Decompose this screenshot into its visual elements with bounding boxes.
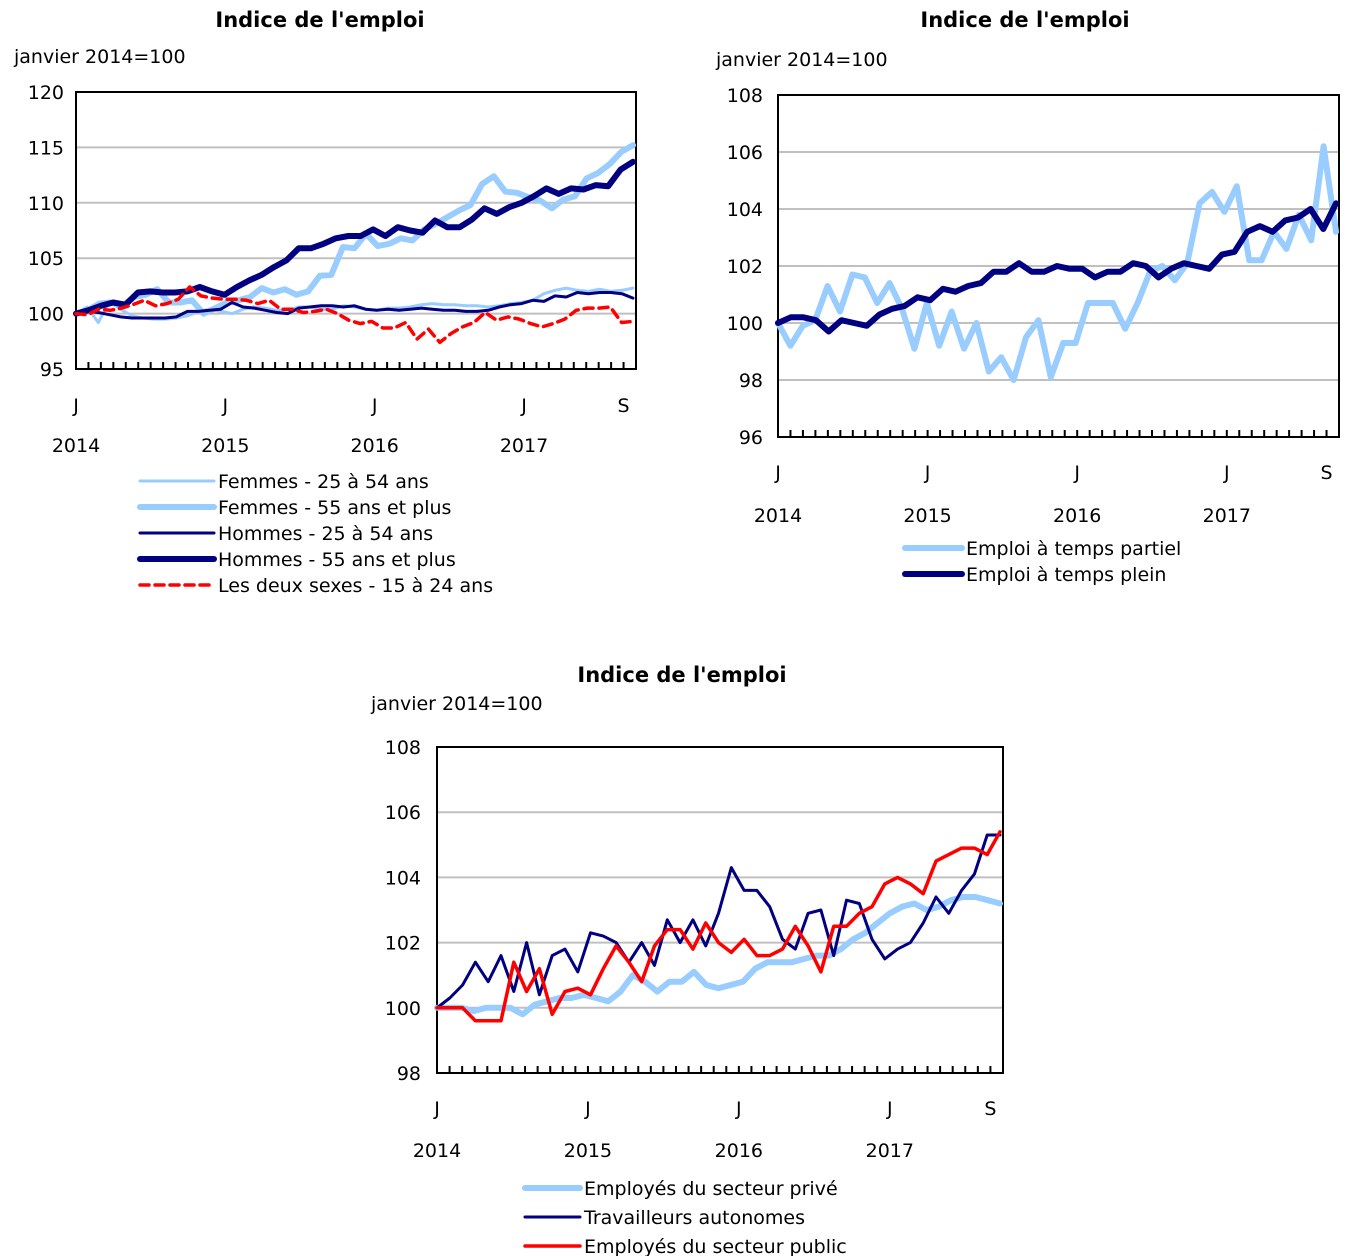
x-tick-label: J [433, 1098, 440, 1120]
x-year-label: 2015 [903, 505, 951, 527]
x-year-label: 2016 [1053, 505, 1101, 527]
x-year-label: 2014 [754, 505, 802, 527]
x-year-label: 2016 [350, 435, 398, 457]
y-tick-label: 104 [727, 199, 763, 221]
series-line [435, 833, 1002, 1010]
y-tick-label: 102 [385, 933, 421, 955]
y-tick-label: 104 [385, 867, 421, 889]
y-tick-label: 95 [40, 359, 64, 381]
series-line [73, 142, 636, 317]
y-tick-label: 120 [28, 82, 64, 104]
legend-entry: Femmes - 25 à 54 ans [218, 471, 429, 493]
series-line [434, 894, 1003, 1018]
legend-entry: Hommes - 25 à 54 ans [218, 523, 433, 545]
series-line [73, 158, 636, 317]
x-year-label: 2016 [715, 1140, 763, 1162]
x-tick-label: J [924, 462, 931, 484]
x-tick-label: J [72, 395, 79, 417]
y-tick-label: 102 [727, 256, 763, 278]
chart-demographic-groups: Indice de l'emploi janvier 2014=100 95 10… [13, 8, 637, 597]
y-tick-label: 100 [385, 998, 421, 1020]
legend-entry: Travailleurs autonomes [583, 1207, 805, 1229]
y-tick-label: 96 [739, 427, 763, 449]
legend-entry: Hommes - 55 ans et plus [218, 549, 456, 571]
y-tick-label: 98 [397, 1063, 421, 1085]
y-tick-label: 106 [727, 142, 763, 164]
unit-label: janvier 2014=100 [715, 49, 888, 71]
y-tick-label: 108 [385, 737, 421, 759]
x-year-label: 2014 [52, 435, 100, 457]
series-line [74, 291, 635, 320]
x-tick-label: J [735, 1098, 742, 1120]
x-tick-label: J [1073, 462, 1080, 484]
y-tick-label: 110 [28, 193, 64, 215]
unit-label: janvier 2014=100 [13, 46, 186, 68]
series-line [435, 830, 1002, 1023]
chart-full-part-time: Indice de l'emploi janvier 2014=100 96 98… [715, 8, 1340, 586]
series-line [775, 143, 1339, 383]
y-tick-label: 106 [385, 802, 421, 824]
y-tick-label: 100 [727, 313, 763, 335]
x-tick-label: J [584, 1098, 591, 1120]
x-tick-label: S [618, 395, 630, 417]
series-line [775, 200, 1339, 335]
x-tick-label: J [520, 395, 527, 417]
chart-title: Indice de l'emploi [215, 8, 424, 32]
x-tick-label: J [774, 462, 781, 484]
x-year-label: 2017 [500, 435, 548, 457]
chart-title: Indice de l'emploi [577, 663, 786, 687]
x-tick-label: J [371, 395, 378, 417]
plot-area-frame [436, 746, 1004, 1074]
legend-entry: Les deux sexes - 15 à 24 ans [218, 575, 493, 597]
chart-worker-class: Indice de l'emploi janvier 2014=100 98 10… [370, 663, 1004, 1256]
plot-area-frame [75, 91, 637, 370]
x-year-label: 2017 [866, 1140, 914, 1162]
y-tick-label: 105 [28, 248, 64, 270]
legend-entry: Employés du secteur public [584, 1236, 847, 1256]
x-year-label: 2014 [413, 1140, 461, 1162]
chart-title: Indice de l'emploi [920, 8, 1129, 32]
y-tick-label: 108 [727, 85, 763, 107]
legend-entry: Employés du secteur privé [584, 1178, 838, 1200]
legend-entry: Femmes - 55 ans et plus [218, 497, 451, 519]
legend-entry: Emploi à temps partiel [966, 538, 1181, 560]
x-tick-label: J [886, 1098, 893, 1120]
x-year-label: 2017 [1203, 505, 1251, 527]
x-tick-label: S [984, 1098, 996, 1120]
y-tick-label: 98 [739, 370, 763, 392]
x-year-label: 2015 [201, 435, 249, 457]
y-tick-label: 100 [28, 304, 64, 326]
y-tick-label: 115 [28, 137, 64, 159]
x-tick-label: J [222, 395, 229, 417]
x-tick-label: J [1223, 462, 1230, 484]
plot-area-frame [777, 94, 1340, 438]
legend-entry: Emploi à temps plein [966, 564, 1166, 586]
unit-label: janvier 2014=100 [370, 693, 543, 715]
x-tick-label: S [1321, 462, 1333, 484]
x-year-label: 2015 [564, 1140, 612, 1162]
series-line [74, 285, 635, 345]
